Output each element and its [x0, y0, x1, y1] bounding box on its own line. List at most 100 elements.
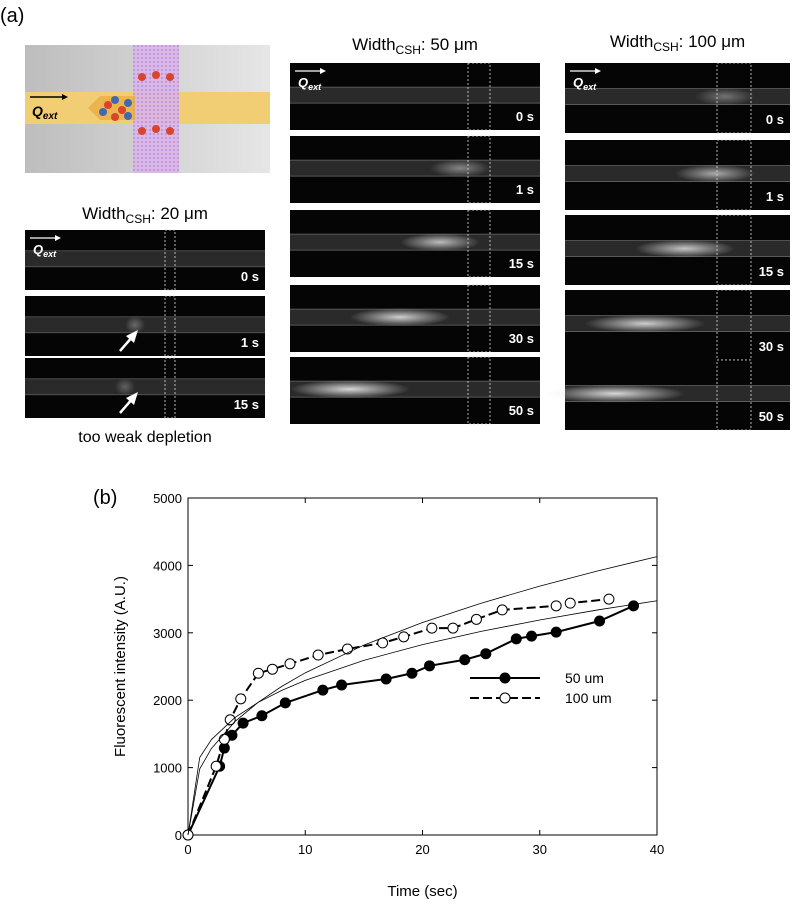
fluorescence — [695, 87, 755, 106]
frame-time: 30 s — [759, 339, 784, 354]
flow-label-main: Q — [32, 103, 43, 119]
heading-rest: : 20 μm — [151, 204, 208, 223]
y-tick-label: 3000 — [153, 626, 182, 641]
frame-time: 50 s — [509, 403, 534, 418]
csh-region — [467, 135, 491, 204]
frame-time: 15 s — [509, 256, 534, 271]
csh-region — [716, 359, 752, 431]
frame-time: 15 s — [234, 397, 259, 412]
data-point — [284, 658, 296, 670]
flow-label-main: Q — [298, 75, 308, 90]
data-point — [426, 622, 438, 634]
y-tick-label: 1000 — [153, 761, 182, 776]
data-point — [459, 654, 471, 666]
flow-label-sub: ext — [308, 82, 322, 92]
heading-sub: CSH — [653, 40, 678, 54]
x-tick-label: 30 — [533, 842, 547, 857]
flow-label-sub: ext — [43, 111, 58, 122]
x-tick-label: 10 — [298, 842, 312, 857]
data-point — [398, 631, 410, 643]
frame-time: 0 s — [766, 112, 784, 127]
heading-sub: CSH — [396, 43, 421, 57]
pointer-arrowhead — [126, 330, 138, 343]
frame-time: 30 s — [509, 331, 534, 346]
data-point — [406, 667, 418, 679]
data-point — [550, 600, 562, 612]
plot-frame — [187, 497, 658, 836]
flow-label-main: Q — [573, 75, 583, 90]
x-tick-label: 0 — [184, 842, 191, 857]
data-point — [496, 604, 508, 616]
csh-region — [467, 356, 491, 425]
frame-time: 15 s — [759, 264, 784, 279]
frame-time: 1 s — [766, 189, 784, 204]
flow-label: Qext — [298, 75, 322, 92]
csh-region — [467, 209, 491, 278]
flow-arrowhead — [595, 68, 601, 74]
channel — [25, 250, 265, 267]
flow-label-sub: ext — [43, 249, 57, 259]
y-axis-label: Fluorescent intensity (A.U.) — [112, 576, 129, 757]
fluorescence — [400, 233, 480, 252]
csh-region — [467, 62, 491, 131]
data-point — [237, 717, 249, 729]
flow-label: Qext — [573, 75, 597, 92]
legend-label: 50 um — [565, 670, 604, 686]
legend-marker — [499, 672, 511, 684]
frame-time: 0 s — [241, 269, 259, 284]
annotation: too weak depletion — [78, 429, 211, 446]
data-point — [266, 663, 278, 675]
csh-region — [716, 139, 752, 211]
data-point — [218, 733, 230, 745]
column-heading: WidthCSH: 100 μm — [610, 32, 745, 54]
data-point — [312, 649, 324, 661]
y-tick-label: 2000 — [153, 693, 182, 708]
fluorescence — [350, 308, 450, 327]
channel — [565, 88, 790, 105]
frame-time: 1 s — [516, 182, 534, 197]
csh-region — [164, 357, 176, 419]
column-heading: WidthCSH: 20 μm — [82, 204, 208, 226]
flow-arrowhead — [320, 68, 326, 74]
x-tick-label: 40 — [650, 842, 664, 857]
y-tick-label: 4000 — [153, 558, 182, 573]
channel — [290, 87, 540, 104]
csh-region — [164, 295, 176, 357]
data-point — [210, 760, 222, 772]
data-point — [526, 630, 538, 642]
data-point — [424, 660, 436, 672]
legend-marker — [499, 692, 511, 704]
frame-time: 1 s — [241, 335, 259, 350]
series-line — [187, 600, 658, 836]
fluorescence — [585, 314, 705, 333]
data-point — [564, 597, 576, 609]
data-point — [224, 714, 236, 726]
x-tick-label: 20 — [415, 842, 429, 857]
data-point — [550, 626, 562, 638]
data-point — [235, 693, 247, 705]
legend-label: 100 um — [565, 690, 612, 706]
fluorescence — [545, 384, 685, 403]
flow-label-sub: ext — [583, 82, 597, 92]
heading-rest: : 50 μm — [421, 35, 478, 54]
fluorescence — [635, 239, 735, 258]
schematic: Qext — [25, 45, 270, 173]
series-line — [187, 556, 658, 836]
flow-label: Qext — [32, 103, 58, 122]
data-point — [628, 600, 640, 612]
y-tick-label: 0 — [175, 828, 182, 843]
frame-time: 0 s — [516, 109, 534, 124]
csh-region — [716, 214, 752, 286]
column-heading: WidthCSH: 50 μm — [352, 35, 478, 57]
y-tick-label: 5000 — [153, 491, 182, 506]
fluorescence — [115, 377, 135, 396]
data-point — [336, 679, 348, 691]
heading-sub: CSH — [126, 212, 151, 226]
panel-label: (a) — [0, 5, 24, 27]
panel-label: (b) — [93, 487, 117, 509]
data-point — [594, 615, 606, 627]
fluorescence — [430, 159, 490, 178]
data-point — [279, 697, 291, 709]
flow-label-main: Q — [33, 242, 43, 257]
channel — [290, 160, 540, 177]
